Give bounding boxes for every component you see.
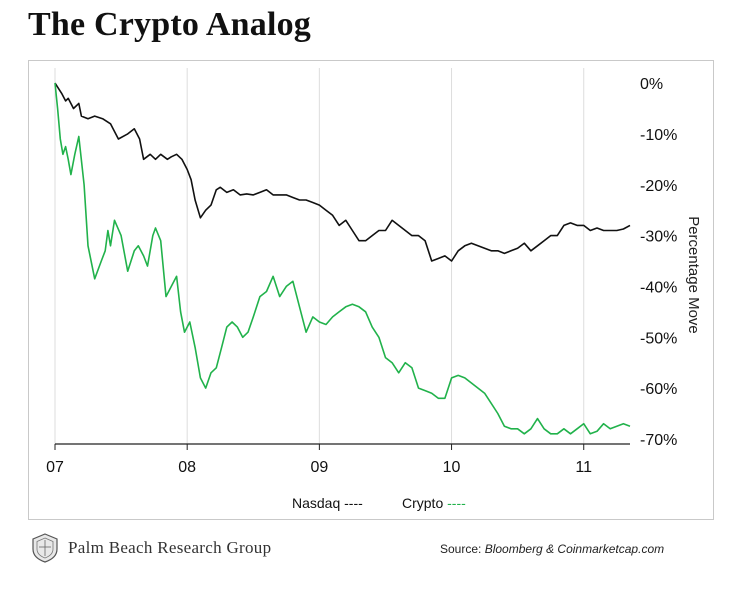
y-axis-label: Percentage Move	[685, 216, 702, 334]
grid-lines	[54, 68, 585, 444]
x-tick-label: 08	[178, 459, 196, 476]
y-tick-label: -50%	[640, 330, 677, 347]
legend-item-nasdaq: Nasdaq ----	[292, 495, 363, 511]
y-axis-ticks: 0% -10% -20% -30% -40% -50% -60% -70%	[640, 76, 677, 449]
chart-frame	[28, 60, 714, 520]
y-tick-label: -30%	[640, 229, 677, 246]
x-tick-label: 10	[443, 459, 461, 476]
y-tick-label: -10%	[640, 127, 677, 144]
source-note: Source: Bloomberg & Coinmarketcap.com	[440, 542, 664, 556]
legend: Nasdaq ---- Crypto ----	[292, 495, 466, 511]
crest-icon	[32, 533, 58, 563]
y-tick-label: -20%	[640, 178, 677, 195]
brand-logo-block: Palm Beach Research Group	[30, 532, 271, 564]
y-tick-label: -60%	[640, 381, 677, 398]
chart-title: The Crypto Analog	[28, 6, 311, 43]
x-tick-label: 11	[575, 459, 592, 476]
source-value: Bloomberg & Coinmarketcap.com	[484, 542, 665, 556]
source-label: Source:	[440, 542, 482, 556]
series-line-crypto	[54, 83, 631, 435]
series-line-nasdaq	[54, 82, 631, 262]
x-tick-label: 09	[310, 459, 328, 476]
legend-item-crypto-dashes: ----	[447, 495, 466, 511]
y-tick-label: 0%	[640, 76, 663, 93]
x-tick-label: 07	[46, 459, 64, 476]
brand-name: Palm Beach Research Group	[68, 538, 272, 557]
series-lines	[54, 82, 631, 435]
y-tick-label: -70%	[640, 432, 677, 449]
y-tick-label: -40%	[640, 279, 677, 296]
x-axis-ticks: 07 08 09 10 11	[46, 444, 592, 476]
legend-item-crypto-label: Crypto ----	[402, 495, 466, 511]
